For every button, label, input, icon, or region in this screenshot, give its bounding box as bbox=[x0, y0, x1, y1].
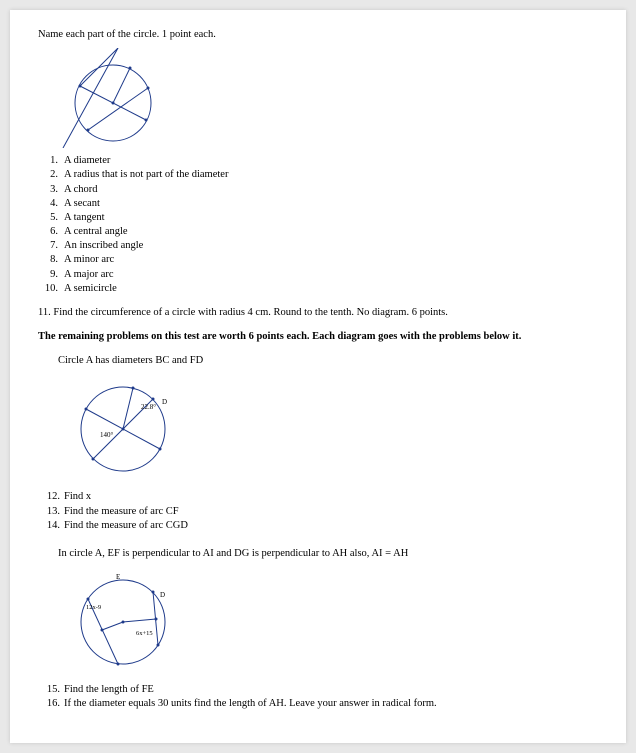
section-3-intro: In circle A, EF is perpendicular to AI a… bbox=[58, 547, 598, 561]
list-item: 16.If the diameter equals 30 units find … bbox=[38, 697, 598, 711]
figure-3: 12x-9 6x+15 E D bbox=[58, 567, 598, 677]
svg-text:E: E bbox=[116, 573, 120, 581]
circle-perpendicular-diagram: 12x-9 6x+15 E D bbox=[58, 567, 188, 677]
circle-a-diagram: 22.8° 140° D bbox=[58, 374, 188, 484]
parts-list: 1.A diameter 2.A radius that is not part… bbox=[38, 154, 598, 296]
figure-1 bbox=[58, 48, 598, 148]
svg-text:D: D bbox=[162, 398, 167, 406]
list-item: 5.A tangent bbox=[38, 211, 598, 225]
list-item: 10.A semicircle bbox=[38, 282, 598, 296]
list-item: 1.A diameter bbox=[38, 154, 598, 168]
angle-label-1: 22.8° bbox=[141, 403, 156, 411]
list-item: 15.Find the length of FE bbox=[38, 683, 598, 697]
list-item: 13.Find the measure of arc CF bbox=[38, 505, 598, 519]
section-divider-text: The remaining problems on this test are … bbox=[38, 330, 598, 344]
list-item: 12.Find x bbox=[38, 490, 598, 504]
figure-2: 22.8° 140° D bbox=[58, 374, 598, 484]
list-item: 2.A radius that is not part of the diame… bbox=[38, 168, 598, 182]
question-11: 11. Find the circumference of a circle w… bbox=[38, 306, 598, 320]
list-item: 4.A secant bbox=[38, 197, 598, 211]
worksheet-page: Name each part of the circle. 1 point ea… bbox=[10, 10, 626, 743]
questions-15-16: 15.Find the length of FE 16.If the diame… bbox=[38, 683, 598, 711]
list-item: 3.A chord bbox=[38, 183, 598, 197]
list-item: 8.A minor arc bbox=[38, 253, 598, 267]
list-item: 9.A major arc bbox=[38, 268, 598, 282]
expr-label-2: 6x+15 bbox=[136, 630, 153, 637]
list-item: 7.An inscribed angle bbox=[38, 239, 598, 253]
list-item: 6.A central angle bbox=[38, 225, 598, 239]
circle-parts-diagram bbox=[58, 48, 168, 148]
intro-text: Name each part of the circle. 1 point ea… bbox=[38, 28, 598, 42]
list-item: 14.Find the measure of arc CGD bbox=[38, 519, 598, 533]
angle-label-2: 140° bbox=[100, 431, 114, 439]
section-2-intro: Circle A has diameters BC and FD bbox=[58, 354, 598, 368]
svg-text:D: D bbox=[160, 591, 165, 599]
expr-label-1: 12x-9 bbox=[86, 604, 101, 611]
questions-12-14: 12.Find x 13.Find the measure of arc CF … bbox=[38, 490, 598, 533]
